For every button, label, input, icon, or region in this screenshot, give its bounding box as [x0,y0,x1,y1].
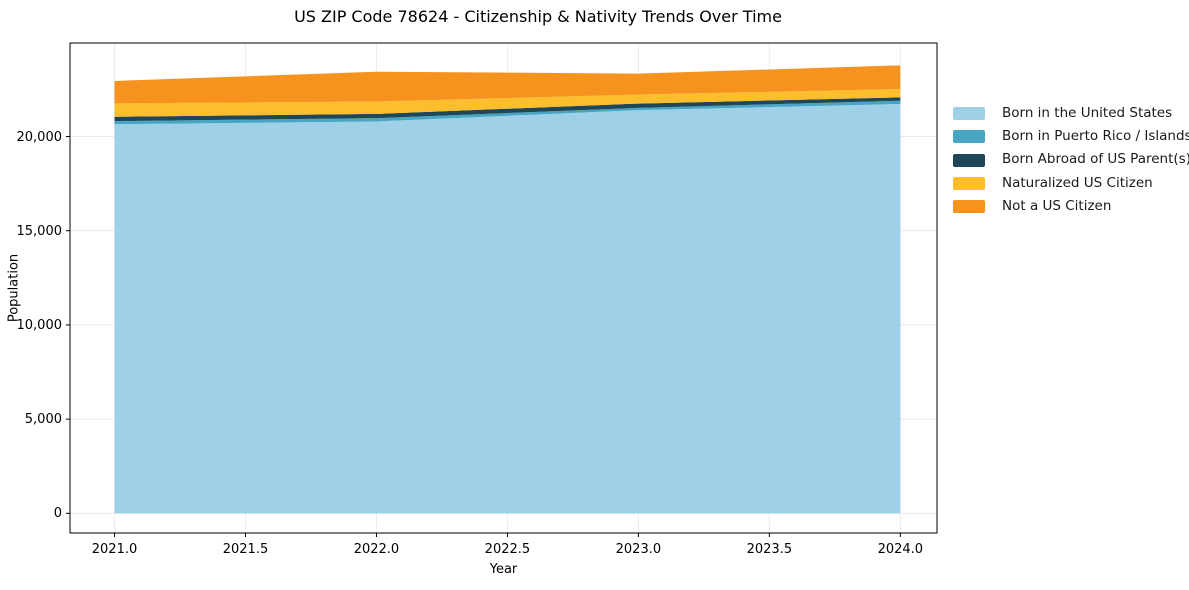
y-axis-tick-label: 5,000 [24,412,62,428]
y-axis-tick-label: 0 [53,506,62,522]
y-axis-tick-label: 10,000 [16,317,63,333]
area-not-a-us-citizen [114,65,901,104]
legend-swatch-naturalized-us-citizen [953,177,985,191]
legend-item: Born in Puerto Rico / Islands [953,125,1189,148]
area-born-in-the-united-states [114,104,901,514]
x-axis-tick-label: 2022.5 [484,542,531,557]
legend-item: Born Abroad of US Parent(s) [953,149,1189,172]
legend-label: Born Abroad of US Parent(s) [1002,151,1189,168]
legend-label: Naturalized US Citizen [1002,174,1153,191]
legend-item: Naturalized US Citizen [953,172,1189,195]
plot-border [69,42,938,534]
area-naturalized-us-citizen [114,89,901,117]
legend-swatch-born-abroad-of-us-parent-s [953,153,985,167]
x-axis-tick-label: 2021.0 [91,542,138,557]
legend: Born in the United States Born in Puerto … [953,102,1189,218]
legend-label: Born in Puerto Rico / Islands [1002,128,1189,145]
legend-label: Born in the United States [1002,104,1173,121]
legend-swatch-not-a-us-citizen [953,200,985,214]
x-axis-tick-label: 2023.5 [746,542,793,557]
x-axis-tick-label: 2024.0 [877,542,924,557]
chart-title: US ZIP Code 78624 - Citizenship & Nativi… [294,7,782,26]
y-axis-tick-label: 15,000 [16,223,63,239]
x-axis-tick-label: 2023.0 [615,542,662,557]
y-axis-label: Population [6,253,22,323]
legend-swatch-born-in-puerto-rico-islands [953,130,985,144]
legend-item: Not a US Citizen [953,195,1189,218]
y-axis-tick-label: 20,000 [16,129,63,145]
area-born-abroad-of-us-parent-s [114,97,901,122]
legend-swatch-born-in-the-united-states [953,107,985,121]
legend-label: Not a US Citizen [1002,198,1112,215]
legend-item: Born in the United States [953,102,1189,125]
area-born-in-puerto-rico-islands [114,100,901,125]
x-axis-tick-label: 2022.0 [353,542,400,557]
x-axis-label: Year [489,562,518,577]
x-axis-tick-label: 2021.5 [222,542,269,557]
